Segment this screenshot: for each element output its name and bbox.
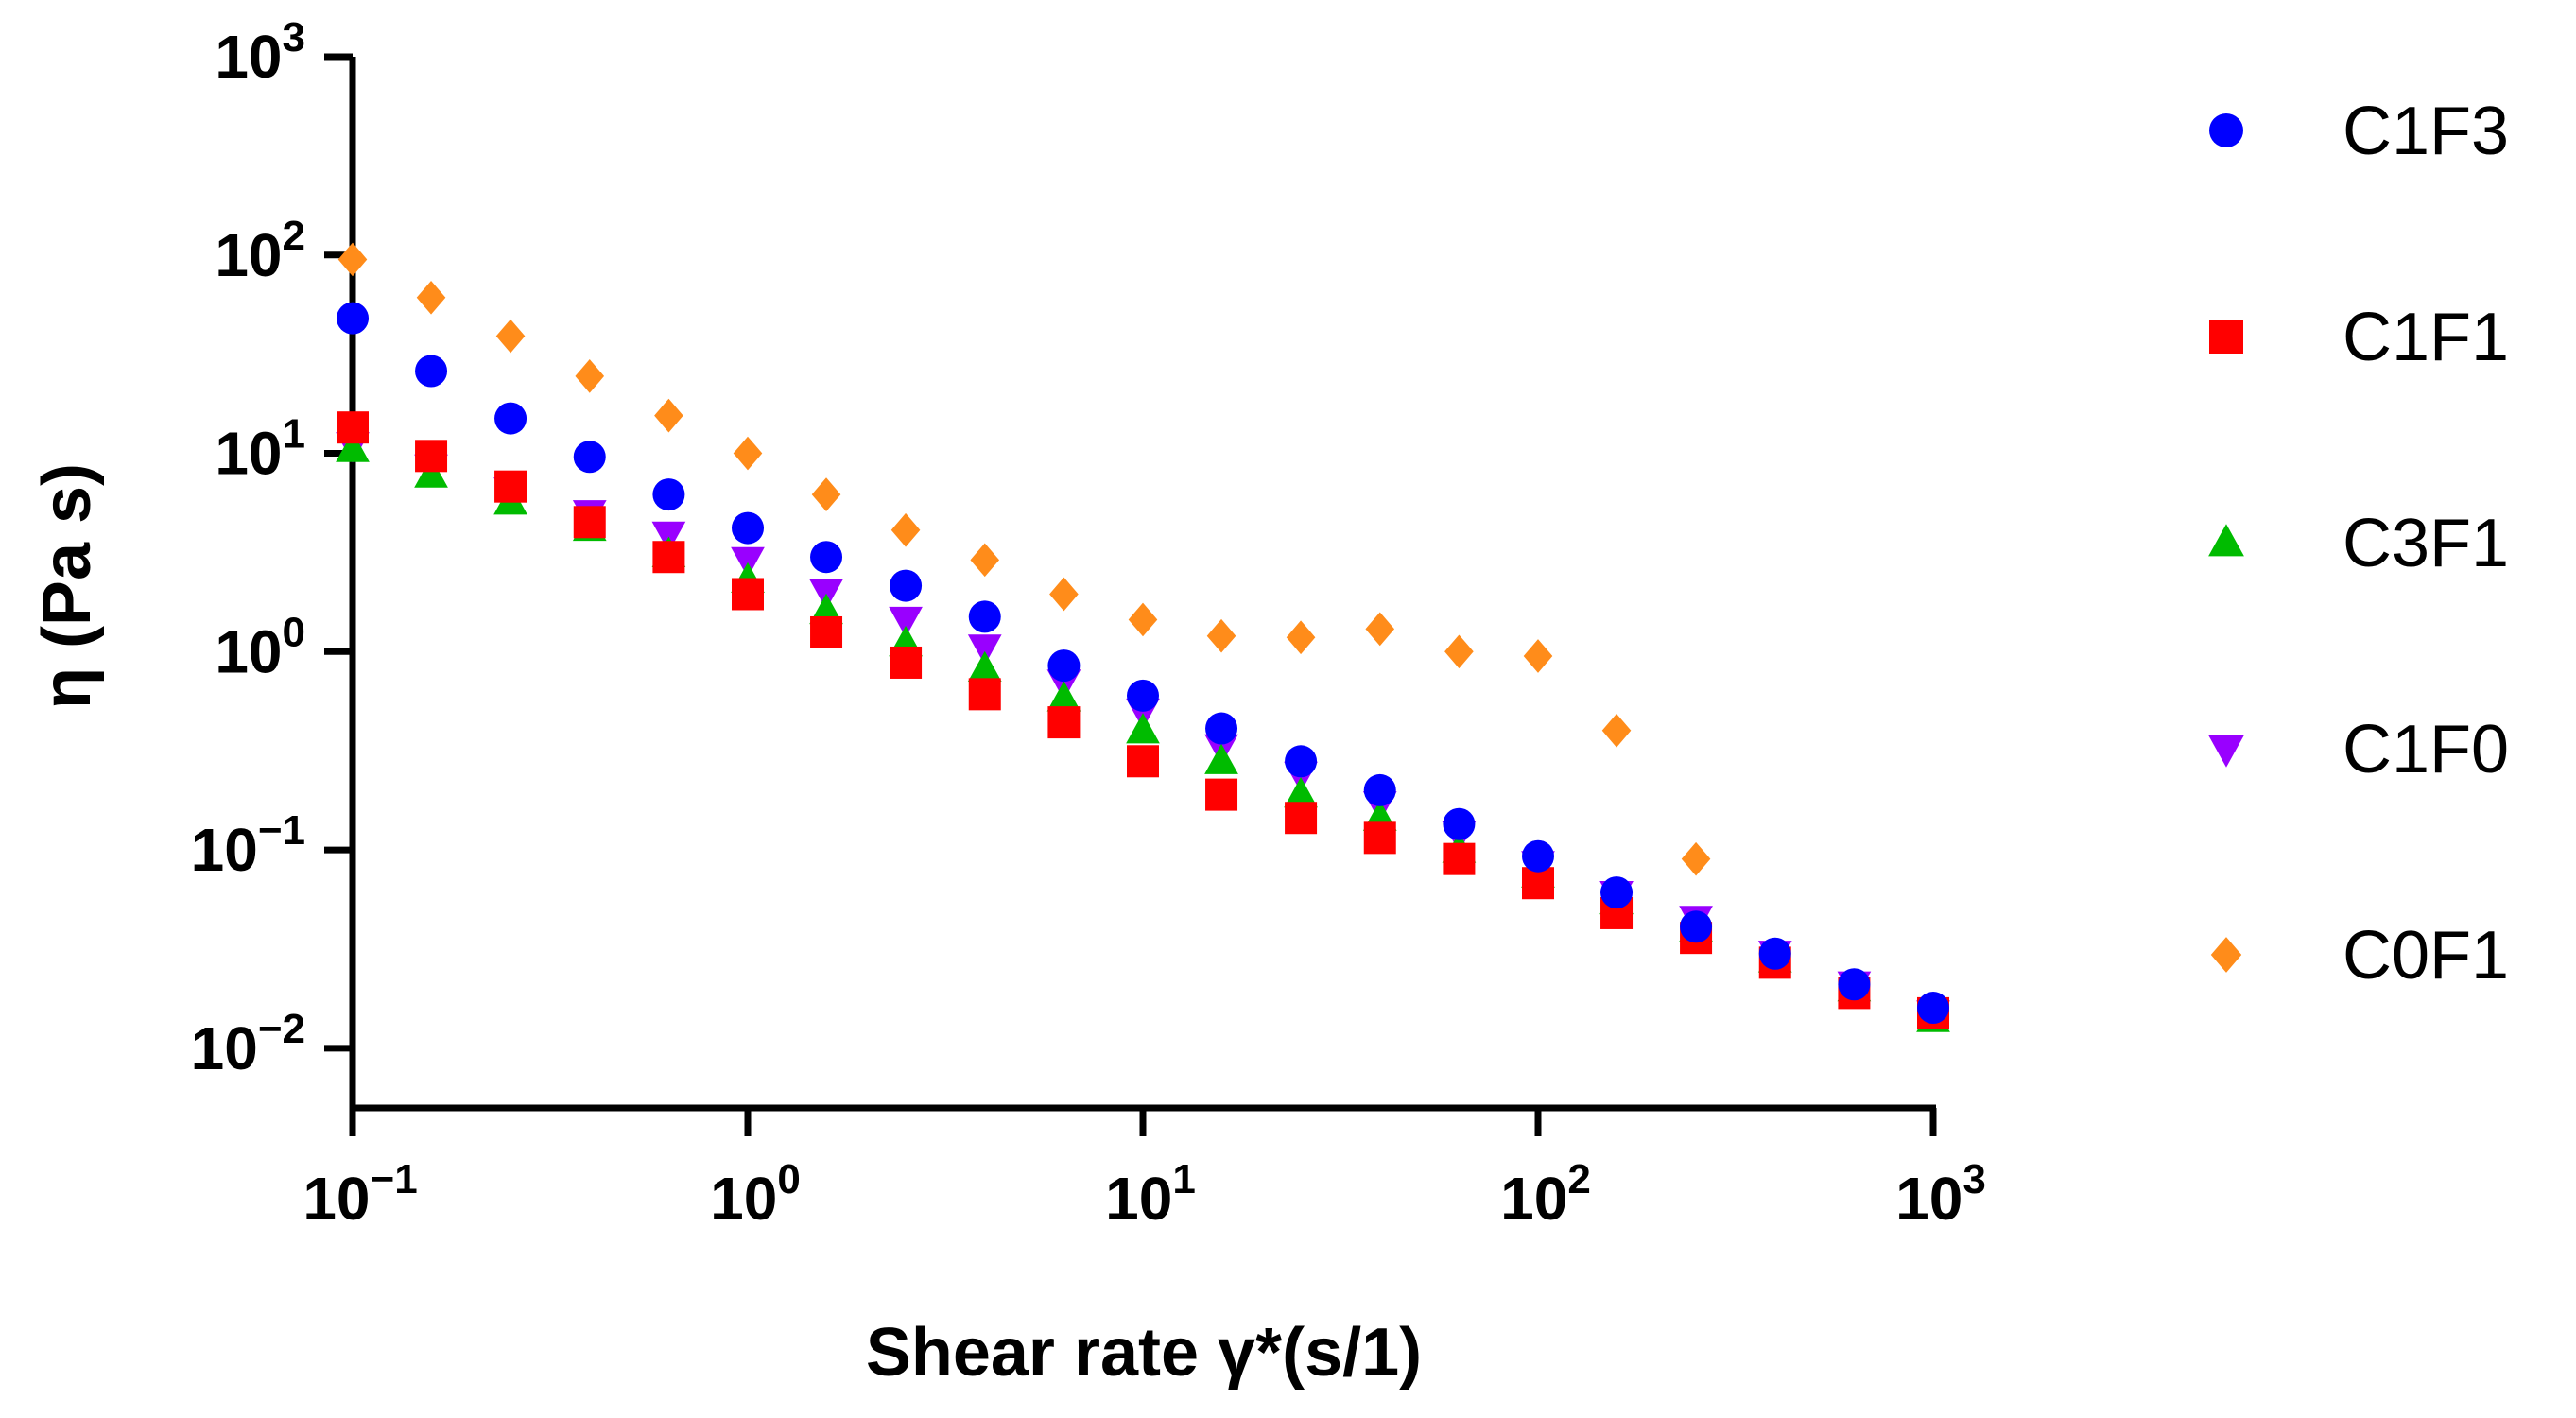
y-axis-title: η (Pa s) [29, 463, 105, 709]
data-point [652, 478, 685, 511]
data-point [1046, 681, 1081, 712]
data-point [337, 242, 368, 277]
data-point [732, 578, 764, 611]
data-point [1680, 910, 1713, 943]
legend-label: C1F3 [2343, 94, 2509, 169]
legend-marker [2210, 937, 2242, 973]
data-point [733, 436, 763, 471]
data-point [1204, 743, 1238, 774]
data-point [1443, 807, 1476, 840]
legend-label: C0F1 [2343, 918, 2509, 994]
data-point [1917, 992, 1949, 1025]
data-point [889, 606, 923, 638]
data-point [1365, 612, 1395, 647]
data-point [1127, 745, 1159, 778]
data-point [573, 441, 606, 474]
data-point [1523, 639, 1553, 673]
x-tick-label: 101 [1105, 1156, 1196, 1233]
series-c0f1 [337, 242, 1711, 876]
legend-item-c3f1: C3F1 [2208, 506, 2509, 581]
data-point [494, 470, 527, 503]
legend-marker [2208, 524, 2244, 557]
data-point [810, 615, 843, 648]
data-point [1286, 620, 1316, 655]
data-point [1126, 713, 1160, 744]
data-point [1681, 841, 1711, 876]
x-tick-label: 100 [710, 1156, 801, 1233]
data-point [1601, 713, 1632, 748]
legend-item-c1f0: C1F0 [2208, 712, 2509, 787]
data-point [652, 541, 685, 574]
data-point [1127, 679, 1159, 712]
data-point [1049, 577, 1079, 612]
data-point [1444, 634, 1474, 669]
y-tick-label: 103 [215, 14, 305, 91]
axes: 10−2 10−1 100 101 102 103 10−1 100 101 102 103 [191, 14, 1986, 1233]
data-point [495, 319, 526, 354]
data-point [890, 569, 923, 602]
legend-marker [2208, 735, 2244, 768]
legend-label: C3F1 [2343, 506, 2509, 581]
data-point [1284, 776, 1318, 808]
legend-label: C1F1 [2343, 300, 2509, 375]
data-point [573, 506, 606, 539]
data-point [1128, 602, 1158, 637]
data-point [1758, 937, 1791, 970]
data-point [967, 650, 1002, 682]
data-point [1522, 839, 1554, 873]
data-point [416, 280, 446, 315]
legend-marker [2209, 113, 2243, 147]
legend-item-c1f1: C1F1 [2209, 300, 2509, 375]
legend-item-c1f3: C1F3 [2209, 94, 2509, 169]
data-point [1522, 867, 1554, 900]
data-point [1443, 842, 1476, 875]
y-tick-label: 10−1 [191, 807, 305, 884]
series-c1f3 [337, 302, 1949, 1025]
data-point [1047, 706, 1081, 739]
legend-item-c0f1: C0F1 [2210, 918, 2509, 994]
data-point [1205, 778, 1238, 811]
data-point [1838, 968, 1871, 1001]
data-point [890, 646, 923, 679]
y-tick-label: 101 [215, 411, 305, 488]
data-point [337, 302, 369, 335]
y-tick-label: 100 [215, 609, 305, 685]
data-point [970, 543, 1000, 578]
data-point [1285, 745, 1318, 778]
x-tick-label: 103 [1895, 1156, 1986, 1233]
data-point [1206, 618, 1236, 653]
data-point [811, 477, 841, 511]
data-point [1205, 712, 1238, 745]
data-point [575, 359, 605, 393]
data-point [494, 402, 527, 435]
y-tick-label: 10−2 [191, 1006, 305, 1082]
data-point [654, 398, 683, 433]
data-point [337, 411, 369, 444]
data-point [810, 541, 843, 574]
data-point [968, 600, 1001, 633]
data-point [890, 512, 921, 547]
data-point [1600, 876, 1634, 909]
data-point [967, 634, 1002, 666]
data-point [415, 440, 448, 473]
x-axis-title: Shear rate γ*(s/1) [866, 1315, 1422, 1391]
data-point [1363, 773, 1396, 806]
legend: C1F3 C1F1 C3F1 C1F0 C0F1 [2208, 94, 2509, 994]
x-tick-label: 102 [1500, 1156, 1591, 1233]
data-point [1285, 802, 1318, 835]
data-point [415, 354, 448, 388]
x-tick-label: 10−1 [303, 1156, 417, 1233]
data-point [1363, 821, 1396, 855]
legend-marker [2209, 320, 2243, 354]
data-points [336, 242, 1950, 1032]
legend-label: C1F0 [2343, 712, 2509, 787]
data-point [414, 457, 448, 488]
data-point [968, 678, 1001, 711]
data-point [336, 431, 370, 462]
data-point [1047, 649, 1081, 683]
y-tick-label: 102 [215, 213, 305, 289]
data-point [732, 511, 764, 545]
